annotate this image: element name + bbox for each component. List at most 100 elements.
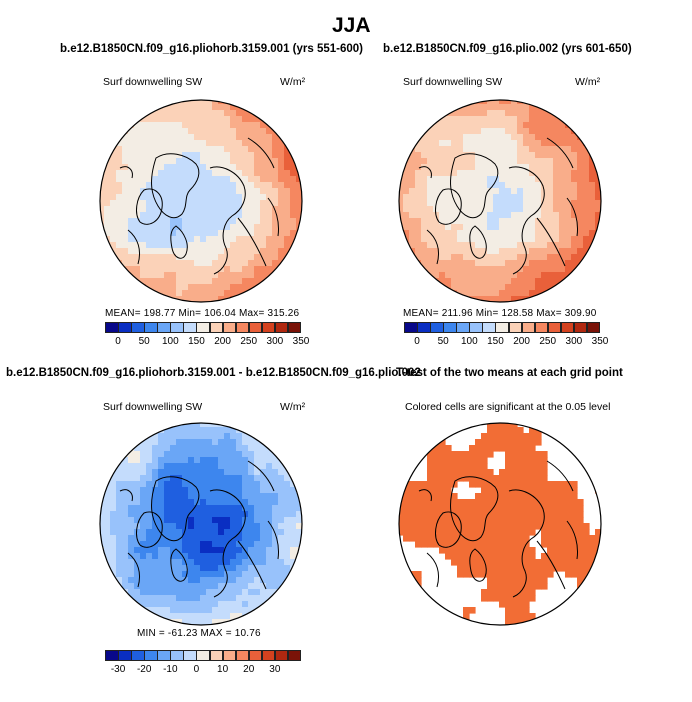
map-cell — [182, 182, 189, 189]
map-cell — [272, 164, 279, 171]
map-cell — [589, 200, 596, 207]
map-cell — [182, 122, 189, 129]
map-cell — [421, 242, 428, 249]
map-cell — [242, 583, 249, 590]
map-cell — [481, 182, 488, 189]
map-cell — [272, 212, 279, 219]
map-cell — [230, 541, 237, 548]
map-cell — [164, 272, 171, 279]
map-cell — [439, 487, 446, 494]
map-cell — [182, 164, 189, 171]
map-cell — [565, 559, 572, 566]
colorbar-tick-label: 350 — [292, 336, 310, 347]
map-cell — [128, 212, 135, 219]
map-cell — [164, 158, 171, 165]
map-cell — [296, 194, 302, 201]
map-cell — [164, 529, 171, 536]
map-cell — [140, 116, 147, 123]
map-cell — [493, 493, 500, 500]
map-cell — [128, 499, 135, 506]
map-cell — [529, 547, 536, 554]
map-cell — [266, 140, 273, 147]
map-cell — [511, 517, 518, 524]
map-cell — [505, 559, 512, 566]
map-cell — [541, 164, 548, 171]
map-cell — [487, 236, 494, 243]
map-cell — [499, 589, 506, 596]
map-cell — [170, 493, 177, 500]
map-cell — [164, 260, 171, 267]
map-cell — [164, 248, 171, 255]
map-cell — [529, 439, 536, 446]
map-cell — [224, 535, 231, 542]
coastline — [170, 225, 188, 259]
map-cell — [583, 176, 590, 183]
map-cell — [505, 571, 512, 578]
map-cell — [188, 260, 195, 267]
map-cell — [110, 170, 117, 177]
map-cell — [182, 212, 189, 219]
map-cell — [547, 278, 554, 285]
map-cell — [475, 565, 482, 572]
map-cell — [535, 188, 542, 195]
map-cell — [433, 493, 440, 500]
map-cell — [194, 583, 201, 590]
map-cell — [200, 559, 207, 566]
map-cell — [236, 164, 243, 171]
map-cell — [475, 529, 482, 536]
coastline — [469, 225, 487, 259]
map-cell — [260, 254, 267, 261]
map-cell — [152, 212, 159, 219]
map-cell — [296, 182, 302, 189]
map-cell — [475, 469, 482, 476]
map-cell — [284, 230, 291, 237]
map-cell — [296, 517, 302, 524]
map-cell — [505, 583, 512, 590]
map-cell — [206, 511, 213, 518]
map-cell — [399, 487, 404, 494]
map-cell — [104, 499, 111, 506]
map-cell — [110, 499, 117, 506]
map-cell — [439, 517, 446, 524]
map-cell — [100, 505, 105, 512]
map-cell — [230, 439, 237, 446]
map-cell — [290, 511, 297, 518]
map-cell — [565, 535, 572, 542]
map-cell — [445, 445, 452, 452]
map-cell — [152, 433, 159, 440]
polar-map-bottom-right — [398, 422, 602, 626]
map-cell — [469, 176, 476, 183]
colorbar-cell — [157, 650, 171, 661]
map-cell — [242, 469, 249, 476]
map-cell — [164, 104, 171, 111]
map-cell — [463, 104, 470, 111]
map-cell — [547, 170, 554, 177]
map-cell — [194, 589, 201, 596]
map-cell — [266, 266, 273, 273]
map-cell — [433, 517, 440, 524]
map-cell — [505, 182, 512, 189]
map-cell — [110, 200, 117, 207]
map-cell — [146, 565, 153, 572]
map-cell — [457, 200, 464, 207]
map-cell — [433, 445, 440, 452]
colorbar-cell — [196, 650, 211, 661]
map-cell — [152, 595, 159, 602]
map-cell — [541, 565, 548, 572]
map-cell — [224, 487, 231, 494]
map-cell — [529, 188, 536, 195]
map-cell — [224, 451, 231, 458]
map-cell — [140, 529, 147, 536]
map-cell — [583, 170, 590, 177]
map-cell — [296, 529, 302, 536]
map-cell — [188, 427, 195, 434]
map-cell — [559, 481, 566, 488]
map-cell — [218, 182, 225, 189]
map-cell — [535, 583, 542, 590]
map-cell — [224, 134, 231, 141]
map-cell — [206, 565, 213, 572]
map-cell — [553, 152, 560, 159]
map-cell — [475, 242, 482, 249]
map-cell — [505, 523, 512, 530]
map-cell — [272, 535, 279, 542]
